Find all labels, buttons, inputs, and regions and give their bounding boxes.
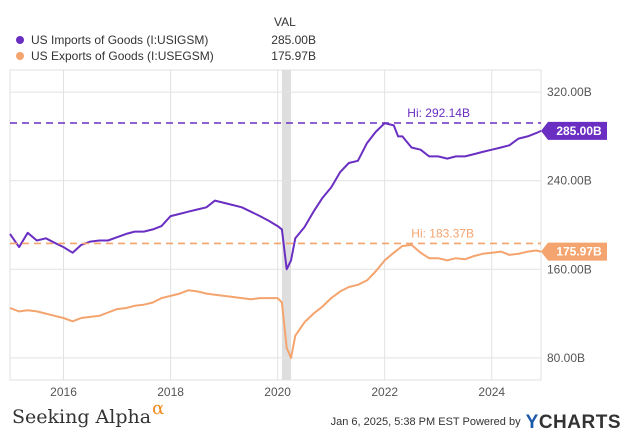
brand-name: Seeking Alpha <box>12 406 152 428</box>
footer-attribution: Jan 6, 2025, 5:38 PM EST Powered by YCHA… <box>331 412 621 434</box>
value-tag-label: 175.97B <box>556 245 602 259</box>
value-tag <box>541 121 607 140</box>
ycharts-y: Y <box>525 412 539 433</box>
plot-frame <box>9 69 542 381</box>
x-tick-label: 2016 <box>50 385 77 399</box>
y-tick-label: 240.00B <box>547 174 592 188</box>
recession-shade <box>281 70 292 380</box>
seeking-alpha-logo: Seeking Alphaα <box>12 398 164 428</box>
x-tick-label: 2024 <box>478 385 505 399</box>
y-tick-label: 160.00B <box>547 262 592 276</box>
hi-label: Hi: 292.14B <box>407 106 470 120</box>
series-line <box>9 122 542 271</box>
value-tag <box>541 242 607 261</box>
ycharts-rest: CHARTS <box>538 412 621 433</box>
legend-item-exports[interactable]: US Exports of Goods (I:USEGSM) 175.97B <box>16 46 316 66</box>
x-tick-label: 2018 <box>157 385 184 399</box>
legend-header: VAL <box>274 15 296 29</box>
legend-item-imports[interactable]: US Imports of Goods (I:USIGSM) 285.00B <box>16 30 316 50</box>
x-tick-label: 2022 <box>371 385 398 399</box>
alpha-symbol: α <box>152 398 165 419</box>
legend-dot-imports <box>16 36 24 44</box>
value-tag-label: 285.00B <box>556 124 602 138</box>
timestamp: Jan 6, 2025, 5:38 PM EST Powered by <box>330 416 521 428</box>
legend-name-exports: US Exports of Goods (I:USEGSM) <box>31 49 214 63</box>
hi-label: Hi: 183.37B <box>411 226 474 240</box>
y-tick-label: 320.00B <box>547 85 592 99</box>
x-tick-label: 2020 <box>264 385 291 399</box>
ycharts-logo[interactable]: YCHARTS <box>526 412 621 433</box>
series-line <box>9 243 542 359</box>
legend-name-imports: US Imports of Goods (I:USIGSM) <box>31 33 209 47</box>
y-tick-label: 80.00B <box>547 351 585 365</box>
legend-value-exports: 175.97B <box>271 49 316 63</box>
legend-value-imports: 285.00B <box>271 33 316 47</box>
legend-dot-exports <box>16 52 24 60</box>
